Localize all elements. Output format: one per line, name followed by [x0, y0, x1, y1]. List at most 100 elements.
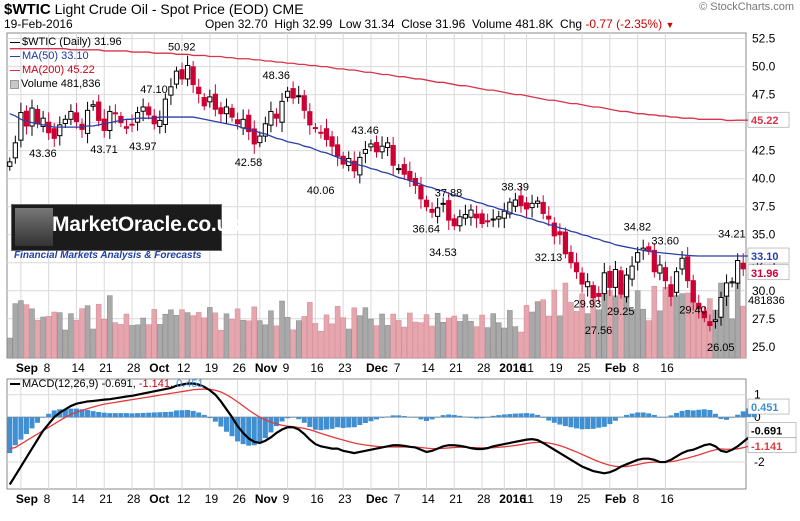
volume-bar — [218, 329, 224, 359]
volume-bar — [451, 315, 458, 359]
candle-body — [446, 200, 452, 221]
candle-body — [179, 69, 185, 80]
volume-bar — [7, 337, 13, 359]
macd-histogram-bar — [535, 414, 541, 418]
macd-legend: MACD(12,26,9) -0.691, -1.141, 0.451 — [10, 378, 204, 390]
price-xtick-label: 21 — [99, 361, 113, 375]
macd-histogram-bar — [540, 417, 546, 418]
volume-bar — [584, 313, 591, 359]
logo-text: MarketOracle.co.uk — [52, 213, 241, 236]
candle-body — [740, 262, 746, 270]
candle-body — [223, 106, 230, 115]
price-annotation: 34.82 — [624, 222, 652, 234]
macd-histogram-bar — [546, 417, 552, 421]
price-ytick-label: 35.0 — [752, 228, 776, 242]
price-annotation: 34.53 — [429, 247, 457, 259]
macd-histogram-bar — [201, 414, 207, 418]
ma50-line — [9, 113, 755, 257]
volume-bar — [362, 307, 369, 359]
macd-histogram-bar — [7, 417, 13, 454]
macd-histogram-bar — [607, 417, 613, 425]
price-annotation: 50.92 — [168, 41, 196, 53]
volume-bar — [334, 305, 341, 359]
price-ytick-label: 30.0 — [752, 284, 776, 298]
legend-ma200: MA(200) 45.22 — [10, 63, 122, 77]
macd-histogram-bar — [629, 413, 635, 418]
macd-histogram-bar — [568, 417, 574, 428]
price-annotation: 43.36 — [29, 148, 57, 160]
macd-histogram-bar — [157, 412, 163, 418]
candle-body — [218, 107, 224, 115]
legend-ma200-label: MA(200) 45.22 — [22, 64, 95, 76]
open-value: 32.70 — [237, 17, 268, 31]
candle-body — [401, 164, 407, 175]
price-ytick-label: 42.5 — [752, 144, 776, 158]
volume-bar — [40, 316, 46, 359]
candle-body — [451, 218, 457, 227]
macd-histogram-bar — [246, 417, 252, 446]
volume-bar — [195, 312, 202, 359]
price-annotation: 43.46 — [351, 125, 379, 137]
candle-body — [485, 220, 491, 223]
macd-ytick-label: -2 — [754, 455, 765, 469]
candle-body — [373, 142, 380, 153]
volume-bar — [379, 313, 385, 359]
candle-body — [701, 310, 707, 319]
macd-histogram-bar — [68, 408, 74, 418]
volume-bar — [357, 315, 363, 359]
volume-bar — [212, 312, 219, 359]
macd-panel-frame — [6, 378, 747, 490]
volume-bar — [545, 315, 552, 359]
macd-line — [8, 382, 756, 486]
price-xtick-label: 7 — [394, 361, 401, 375]
macd-legend-macd: -0.691 — [101, 378, 133, 390]
candle-body — [140, 106, 146, 112]
macd-histogram-bar — [23, 417, 29, 434]
volume-bar — [368, 318, 374, 359]
volume-bar — [95, 303, 102, 359]
volume-bar — [434, 312, 441, 359]
price-xtick-label: 23 — [338, 361, 352, 375]
marketoracle-logo: MarketOracle.co.uk — [11, 204, 241, 251]
price-annotation: 47.10 — [140, 84, 168, 96]
volume-bar — [62, 329, 69, 359]
macd-xtick-label: Nov — [255, 492, 278, 506]
price-xtick-label: 14 — [422, 361, 436, 375]
volume-bar — [312, 323, 319, 359]
macd-xtick-label: 26 — [233, 492, 247, 506]
volume-bar — [490, 313, 496, 359]
candle-body — [334, 144, 341, 157]
macd-histogram-bar — [296, 417, 302, 420]
candle-body — [184, 65, 191, 80]
candle-body — [540, 201, 546, 214]
candle-body — [234, 119, 241, 125]
macd-ytick-label: 0 — [754, 410, 761, 424]
candle-body — [168, 86, 174, 96]
candle-body — [262, 123, 268, 137]
macd-histogram-bar — [162, 412, 168, 418]
candle-body — [190, 66, 196, 86]
candle-body — [23, 110, 30, 127]
legend-ma50-label: MA(50) 33.10 — [22, 50, 89, 62]
macd-histogram-bar — [368, 417, 374, 422]
macd-histogram-bar — [412, 417, 418, 418]
watermark: © StockCharts.com — [699, 1, 794, 13]
volume-bar — [23, 304, 30, 359]
volume-bar — [240, 319, 246, 359]
ohlc-bar: Open 32.70 High 32.99 Low 31.34 Close 31… — [205, 17, 674, 31]
price-annotation: 40.06 — [307, 185, 335, 197]
candle-body — [96, 101, 102, 121]
macd-histogram-bar — [457, 415, 463, 418]
price-annotation: 29.40 — [679, 304, 707, 316]
price-xtick-label: 26 — [233, 361, 247, 375]
close-label: Close — [401, 17, 432, 31]
macd-histogram-bar — [379, 417, 385, 418]
volume-bar — [245, 320, 252, 359]
volume-bar — [262, 324, 269, 359]
macd-histogram-bar — [651, 414, 657, 418]
price-annotation: 43.71 — [90, 144, 118, 156]
low-label: Low — [339, 17, 362, 31]
macd-legend-hist: 0.451 — [176, 378, 204, 390]
volume-bar — [18, 300, 24, 359]
macd-histogram-bar — [196, 412, 202, 418]
